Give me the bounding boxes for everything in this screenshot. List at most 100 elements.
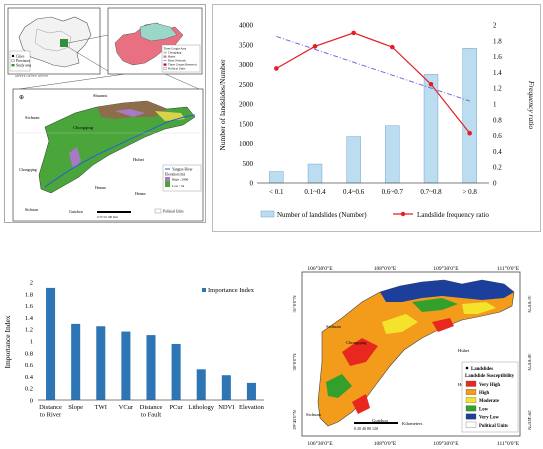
imp-y-tick-label: 1.8 (25, 291, 33, 298)
freq-x-tick-label: 0.7~0.8 (420, 188, 442, 196)
susceptibility-legend-swatch (465, 389, 477, 395)
imp-y-tick-label: 2 (30, 280, 33, 287)
zoom-line-d (164, 73, 200, 90)
low-zone-b (326, 374, 352, 398)
imp-x-tick-label: NDVI (218, 404, 234, 411)
imp-y-tick-label: 0.8 (25, 350, 33, 357)
map-label-chongqing: Chongqing (346, 340, 367, 345)
very-high-zone-c (432, 318, 454, 332)
imp-x-tick-label: TWI (95, 404, 107, 411)
imp-y-axis-label: Importance Index (3, 315, 12, 368)
imp-y-tick-label: 0.4 (25, 374, 34, 381)
imp-y-tick-label: 1.4 (25, 315, 34, 322)
chongqing-symbol (163, 51, 167, 54)
susceptibility-scale-unit: Kilometers (402, 421, 423, 426)
label-chongqing: Chongqing (73, 125, 94, 130)
freq-y-tick-label: 2000 (239, 101, 254, 109)
right-tick-1: 31°0'0"N (527, 295, 532, 313)
inset-legend-study-area: Study area (16, 64, 32, 68)
susceptibility-scale-bar (354, 422, 398, 424)
susceptibility-map: 106°30'0"E 108°0'0"E 109°30'0"E 111°0'0"… (292, 265, 532, 447)
very-low-zone (380, 280, 514, 302)
freq-bar (346, 136, 361, 184)
freq-trendline (276, 35, 470, 102)
political-units-symbol (154, 208, 162, 214)
freq-y2-axis-label: Frequency ratio (527, 80, 536, 129)
susceptibility-map-panel: 106°30'0"E 108°0'0"E 109°30'0"E 111°0'0"… (282, 262, 541, 448)
inset-legend-cities: Cities (16, 55, 25, 59)
top-tick-1: 106°30'0"E (307, 265, 333, 272)
legend-political-units: Political Units (163, 210, 184, 214)
freq-ratio-line (276, 32, 471, 134)
freq-x-tick-label: < 0.1 (269, 188, 284, 196)
freq-ratio-marker (274, 66, 279, 71)
label-henan: Henan (135, 191, 145, 196)
susceptibility-legend-label: Very Low (479, 416, 499, 421)
imp-bar (46, 287, 56, 400)
low-zone-a (412, 298, 458, 312)
top-tick-2: 108°0'0"E (374, 265, 397, 272)
very-high-zone-a (342, 338, 378, 366)
top-tick-3: 109°30'0"E (433, 265, 459, 272)
label-hubei: Hubei (133, 157, 145, 162)
imp-x-tick-label: Distance to Fault (140, 404, 163, 419)
imp-bar (171, 343, 181, 400)
imp-y-tick-label: 1 (30, 339, 33, 346)
label-sichuan-2: Sichuan (25, 207, 38, 212)
landslides-symbol (465, 366, 469, 370)
freq-legend-line-label: Landslide frequency ratio (417, 211, 489, 219)
susceptibility-legend-swatch (465, 421, 477, 428)
susceptibility-legend-label: Low (479, 407, 489, 412)
legend-elevation-title: Elevation (m) (165, 173, 186, 177)
freq-y2-tick-label: 1.2 (493, 85, 502, 93)
elevation-ramp-high (165, 177, 170, 181)
zoom-line-a (67, 34, 109, 44)
imp-bar (146, 335, 156, 400)
susceptibility-legend-label: Moderate (479, 399, 499, 404)
susceptibility-legend-swatch (465, 405, 477, 412)
freq-x-tick-label: 0.1~0.4 (304, 188, 326, 196)
freq-ratio-marker (428, 81, 434, 87)
label-sichuan: Sichuan (25, 115, 40, 120)
peak-area-b (69, 147, 81, 169)
study-area-in-china (60, 39, 68, 47)
left-tick-1: 31°0'0"N (292, 295, 297, 313)
freq-y2-tick-label: 2 (493, 22, 497, 30)
provinces-symbol (11, 59, 15, 63)
hubei-symbol (163, 55, 167, 58)
freq-bar (269, 171, 284, 184)
map-label-hubei: Hubei (458, 348, 470, 353)
top-tick-4: 111°0'0"E (497, 265, 520, 272)
study-area-map-panel: Cities Provinces Study area 100°0'0"E 11… (4, 4, 206, 223)
freq-x-tick-label: 0.6~0.7 (382, 188, 404, 196)
freq-y-tick-label: 3000 (239, 61, 254, 69)
label-hunan: Hunan (95, 185, 106, 190)
bottom-tick-3: 109°30'0"E (433, 440, 459, 447)
left-tick-3: 29°45'0"N (292, 410, 297, 430)
imp-bar (196, 369, 206, 400)
imp-x-tick-label: Lithology (188, 404, 214, 411)
freq-y-tick-label: 0 (250, 180, 254, 188)
freq-bar (385, 125, 400, 184)
legend-susceptibility-title: Landslide Susceptibility (465, 374, 515, 379)
moderate-zone-a (382, 314, 418, 334)
region-legend-political-units: Political Units (168, 67, 186, 71)
imp-bar (246, 382, 256, 400)
region-legend-title: Three Gorges Area (164, 47, 187, 51)
elevation-ramp (165, 177, 170, 187)
bottom-tick-1: 106°30'0"E (307, 440, 333, 447)
bottom-tick-2: 108°0'0"E (374, 440, 397, 447)
north-arrow-icon: ⊕ (19, 95, 24, 101)
freq-y-tick-label: 1500 (239, 120, 254, 128)
frequency-ratio-chart-panel: 0 500 1000 1500 2000 2500 3000 3500 4000 0 0.2 0.4 0… (212, 4, 541, 232)
susceptibility-legend-swatch (465, 413, 477, 420)
freq-y2-tick-label: 0.2 (493, 164, 502, 172)
study-area-symbol (11, 64, 15, 67)
legend-line-marker (400, 211, 406, 217)
frequency-ratio-chart: 0 500 1000 1500 2000 2500 3000 3500 4000 0 0.2 0.4 0… (218, 22, 536, 220)
legend-landslides: Landslides (471, 367, 493, 372)
imp-x-tick-label: PCur (169, 404, 183, 411)
political-units-symbol-inset (163, 67, 167, 70)
freq-y2-tick-label: 1.4 (493, 69, 502, 77)
imp-bar (221, 375, 231, 400)
